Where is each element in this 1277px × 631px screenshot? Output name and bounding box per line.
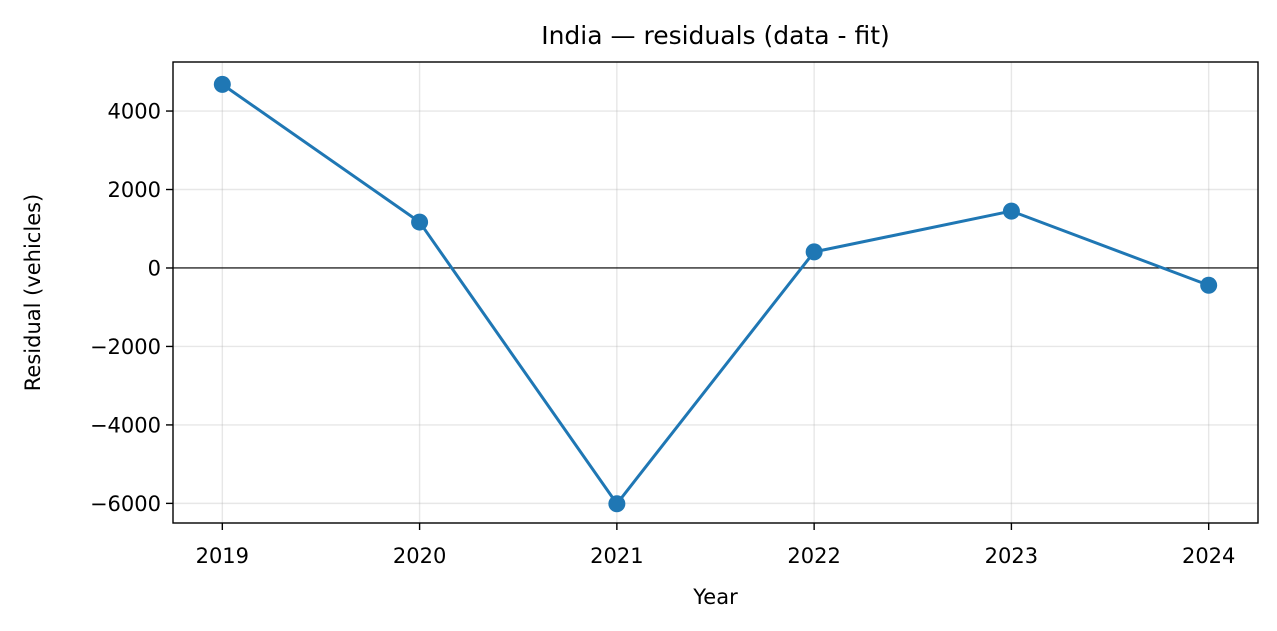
series-line (221, 83, 1210, 506)
x-tick-label: 2023 (985, 544, 1038, 568)
x-tick-label: 2022 (787, 544, 840, 568)
data-point (608, 495, 626, 513)
data-point (805, 243, 823, 261)
series-layer (213, 75, 1218, 513)
data-point (411, 213, 429, 231)
y-tick-label: 0 (148, 256, 161, 280)
data-point (213, 75, 231, 93)
y-axis-label: Residual (vehicles) (21, 194, 45, 391)
y-tick-label: 4000 (108, 100, 161, 124)
x-axis: 2019 2020 2021 2022 2023 2024 (196, 523, 1235, 568)
x-tick-label: 2024 (1182, 544, 1235, 568)
y-tick-label: −4000 (90, 413, 161, 437)
x-axis-label: Year (692, 585, 738, 609)
y-axis: 4000 2000 0 −2000 −4000 −6000 (90, 100, 173, 516)
y-tick-label: 2000 (108, 178, 161, 202)
x-tick-label: 2020 (393, 544, 446, 568)
chart-title: India — residuals (data - fit) (541, 21, 890, 50)
y-tick-label: −2000 (90, 335, 161, 359)
data-point (1200, 276, 1218, 294)
data-point (1002, 202, 1020, 220)
x-tick-label: 2021 (590, 544, 643, 568)
plot-frame (172, 61, 1259, 524)
x-tick-label: 2019 (196, 544, 249, 568)
y-tick-label: −6000 (90, 492, 161, 516)
